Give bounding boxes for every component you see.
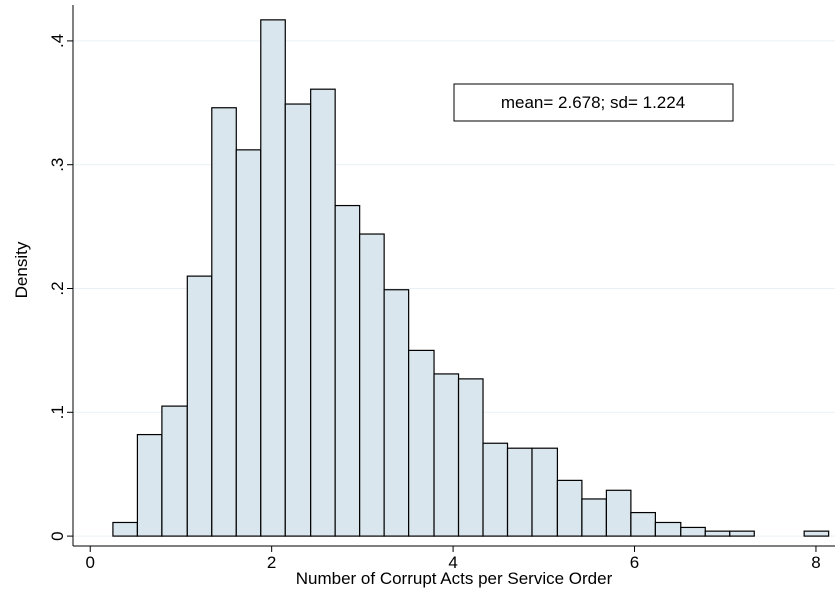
bar (654, 521, 682, 537)
x-tick-label: 6 (630, 553, 639, 572)
bar (383, 289, 410, 537)
bar (605, 489, 632, 537)
x-tick-label: 8 (811, 553, 820, 572)
bar (630, 511, 656, 537)
bar (506, 447, 533, 537)
y-tick-label: 0 (48, 531, 67, 540)
bar (284, 103, 312, 537)
bar (581, 498, 608, 537)
annotation: mean= 2.678; sd= 1.224 (501, 93, 685, 112)
bar (408, 349, 435, 537)
bar (260, 19, 286, 537)
bar (482, 442, 509, 537)
y-axis-label: Density (12, 241, 31, 298)
bar (556, 479, 583, 537)
bar (729, 530, 755, 537)
bar (531, 447, 559, 537)
annotation-box (453, 83, 734, 122)
bar (433, 373, 460, 537)
bar (186, 275, 213, 537)
bar (211, 107, 237, 537)
bar (310, 88, 336, 537)
bar (457, 378, 484, 537)
bar (803, 530, 830, 537)
y-tick-label: .1 (48, 405, 67, 419)
bar (235, 149, 262, 537)
bar (680, 526, 706, 537)
y-tick-label: .2 (48, 281, 67, 295)
bar (136, 433, 163, 537)
bar (359, 233, 385, 537)
x-tick-label: 0 (86, 553, 95, 572)
bar (704, 530, 731, 537)
x-axis-label: Number of Corrupt Acts per Service Order (296, 569, 613, 588)
x-tick-label: 4 (448, 553, 457, 572)
x-tick-label: 2 (267, 553, 276, 572)
bar (334, 204, 361, 537)
bar (161, 405, 188, 537)
y-tick-label: .4 (48, 34, 67, 48)
bar (112, 521, 139, 537)
y-tick-label: .3 (48, 158, 67, 172)
